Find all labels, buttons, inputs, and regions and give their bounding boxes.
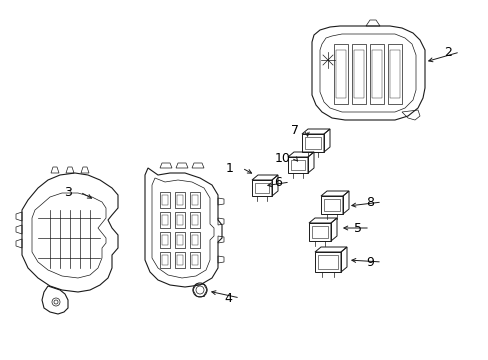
Text: 1: 1 (225, 162, 233, 175)
Text: 3: 3 (64, 185, 72, 198)
Text: 5: 5 (353, 221, 361, 234)
Text: 10: 10 (274, 152, 290, 165)
Text: 7: 7 (290, 123, 298, 136)
Text: 4: 4 (224, 292, 231, 305)
Text: 9: 9 (366, 256, 373, 269)
Text: 6: 6 (273, 176, 282, 189)
Text: 8: 8 (365, 195, 373, 208)
Text: 2: 2 (443, 45, 451, 59)
